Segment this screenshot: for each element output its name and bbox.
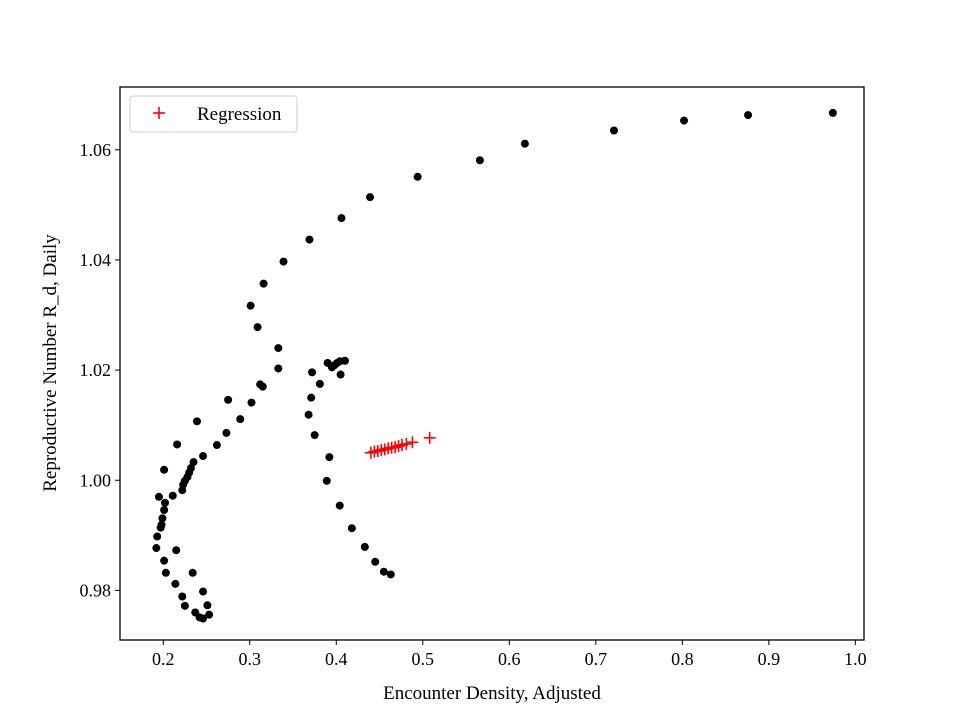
data-point [322,476,331,485]
data-point [360,542,369,551]
data-point [386,570,395,579]
data-point [828,108,837,117]
regression-point [423,431,436,444]
data-point [154,492,163,501]
data-point [203,601,212,610]
data-point [274,364,283,373]
data-point [199,614,208,623]
plot-marks [152,108,837,623]
data-point [160,465,169,474]
data-point [180,601,189,610]
data-point [315,379,324,388]
data-point [212,441,221,450]
data-point [253,323,262,332]
data-point [304,410,313,419]
data-point [158,514,167,523]
legend: Regression [129,95,298,133]
axes-frame [119,86,865,641]
data-point [224,395,233,404]
x-tick-label: 0.8 [671,649,694,669]
data-point [152,544,161,553]
regression-point [400,437,413,450]
data-point [153,532,162,541]
x-tick-label: 0.3 [239,649,262,669]
x-tick-label: 0.5 [412,649,435,669]
data-point [199,587,208,596]
y-axis: 0.98 1.00 1.02 1.04 1.06 [80,140,120,600]
x-tick-label: 0.7 [585,649,608,669]
data-point [172,546,181,555]
data-point [680,116,689,125]
data-point [205,610,214,619]
data-point [168,491,177,500]
data-point [160,506,169,515]
data-point [274,344,283,353]
data-point [222,428,231,437]
data-point [199,452,208,461]
x-axis: 0.2 0.3 0.4 0.5 0.6 0.7 0.8 0.9 1.0 [152,640,867,669]
data-point [337,214,346,223]
data-point [173,440,182,449]
data-point [247,398,256,407]
data-point [192,417,201,426]
data-point [259,279,268,288]
data-point [258,382,267,391]
data-point [347,524,356,533]
data-point [279,257,288,266]
data-point [307,393,316,402]
x-tick-label: 0.2 [152,649,175,669]
data-point [335,501,344,510]
data-point [325,453,334,462]
legend-label-regression: Regression [197,104,282,125]
y-tick-label: 1.02 [80,360,112,380]
y-tick-label: 1.00 [80,470,112,490]
legend-box [129,95,298,133]
data-point [371,557,380,566]
data-point [156,523,165,532]
data-point [609,126,618,135]
data-point [520,139,529,148]
data-point [236,415,245,424]
data-point [366,193,375,202]
data-point [305,235,314,244]
regression-point [406,436,419,449]
data-point [178,592,187,601]
data-point [189,458,198,467]
data-point [413,172,422,181]
data-point [171,579,180,588]
x-tick-label: 0.6 [498,649,521,669]
data-point [475,156,484,165]
data-point [310,431,319,440]
legend-marker-regression [153,107,165,119]
data-point [161,568,170,577]
data-point [308,368,317,377]
data-point [160,556,169,565]
y-tick-label: 1.04 [80,250,112,270]
data-point [160,498,169,507]
x-tick-label: 0.9 [758,649,781,669]
data-point [340,356,349,365]
data-point [379,567,388,576]
data-point [246,301,255,310]
x-axis-label: Encounter Density, Adjusted [383,683,601,704]
legend-plus-marker [153,107,165,119]
x-tick-label: 1.0 [844,649,867,669]
data-point [178,486,187,495]
y-axis-label: Reproductive Number R_d, Daily [40,234,61,492]
x-tick-label: 0.4 [325,649,348,669]
data-point [336,370,345,379]
y-tick-label: 1.06 [80,140,112,160]
data-point [744,111,753,120]
data-point [188,568,197,577]
y-tick-label: 0.98 [80,580,112,600]
